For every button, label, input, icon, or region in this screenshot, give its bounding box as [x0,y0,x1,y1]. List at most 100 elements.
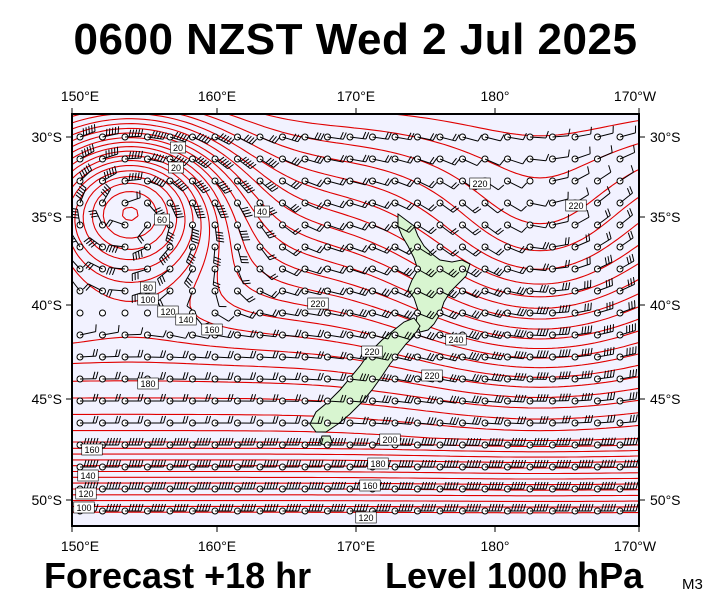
wind-barb [279,329,302,339]
wind-barb [211,503,234,515]
contour-line [72,494,639,497]
wind-barb [144,153,168,163]
wind-barb [211,309,235,322]
wind-barb [391,459,414,471]
wind-barb [324,394,347,405]
wind-barb [436,416,460,427]
wind-barb [324,481,346,493]
wind-barb [571,437,594,449]
svg-text:40: 40 [257,207,267,217]
svg-text:20: 20 [171,163,181,173]
wind-barb [459,481,482,493]
wind-barb [256,503,279,515]
wind-barb [616,369,638,383]
wind-barb [166,415,189,427]
wind-barb [99,503,121,515]
wind-barb [256,133,280,144]
wind-barb [594,346,615,361]
wind-barb [526,481,549,493]
wind-barb [234,372,257,383]
wind-barb [571,256,591,273]
wind-barb [549,259,570,273]
wind-barb [301,265,325,275]
wind-barb [436,352,460,362]
wind-barb [256,394,279,405]
wind-barb [526,394,549,405]
lon-label-bottom: 170°E [337,538,375,554]
wind-barb [504,308,527,317]
wind-barb [301,481,324,493]
wind-barb [279,394,302,405]
wind-barb [346,503,369,515]
pressure-level-label: Level 1000 hPa [385,555,644,596]
wind-barb [166,481,189,493]
wind-barb [324,437,347,449]
lat-label-left: 50°S [31,492,62,508]
wind-barb [594,125,614,141]
wind-barb [414,199,437,212]
wind-barb [301,372,324,383]
wind-barb [571,370,593,383]
wind-barb [526,306,549,317]
wind-barb [256,265,279,281]
wind-barb [549,415,571,427]
wind-barb [459,265,482,278]
wind-barb [414,437,437,449]
wind-barb [436,459,459,471]
wind-barb [211,459,234,471]
wind-barb [414,352,438,362]
wind-barb [144,415,166,427]
wind-barb [481,481,504,493]
wind-barb [99,459,121,471]
wind-barb [346,221,370,231]
wind-barb [256,350,279,361]
wind-barb [324,373,347,383]
model-code: M3 [682,576,703,593]
wind-barb [459,437,482,449]
wind-barb [234,155,257,170]
wind-barb [436,133,460,142]
wind-barb [324,243,348,253]
wind-barb [459,395,482,405]
svg-text:120: 120 [358,513,373,523]
wind-barb [346,308,370,318]
wind-barb [256,329,280,339]
contour-label: 220 [307,297,329,310]
wind-barb [189,415,211,427]
wind-barb [459,459,482,471]
contour-label: 160 [359,479,381,492]
wind-barb [391,373,415,383]
wind-barb [549,459,571,471]
wind-barb [132,243,151,261]
wind-barb [301,394,324,405]
wind-barb [526,241,550,251]
wind-barb [234,199,253,218]
contour-label: 120 [157,305,179,318]
wind-barb [369,373,392,383]
wind-barb [256,437,279,449]
wind-barb [346,177,370,186]
wind-barb [504,350,527,361]
wind-barb [279,416,302,427]
wind-barb [504,372,527,383]
wind-barb [234,394,257,405]
wind-barb [526,459,549,471]
wind-barb [526,221,550,229]
wind-barb [301,503,324,515]
wind-barb [76,371,99,383]
wind-barb [571,459,594,471]
wind-barb [391,265,415,277]
lat-label-left: 35°S [31,209,62,225]
wind-barb [211,265,221,289]
wind-barb [234,243,249,264]
wind-barb [436,199,460,213]
wind-barb [594,301,614,317]
wind-barb [436,309,460,320]
wind-barb [571,302,592,317]
wind-barb [76,459,99,471]
wind-barb [414,221,437,235]
wind-barb [144,199,165,216]
wind-barb [121,415,144,427]
wind-barb [549,503,571,515]
